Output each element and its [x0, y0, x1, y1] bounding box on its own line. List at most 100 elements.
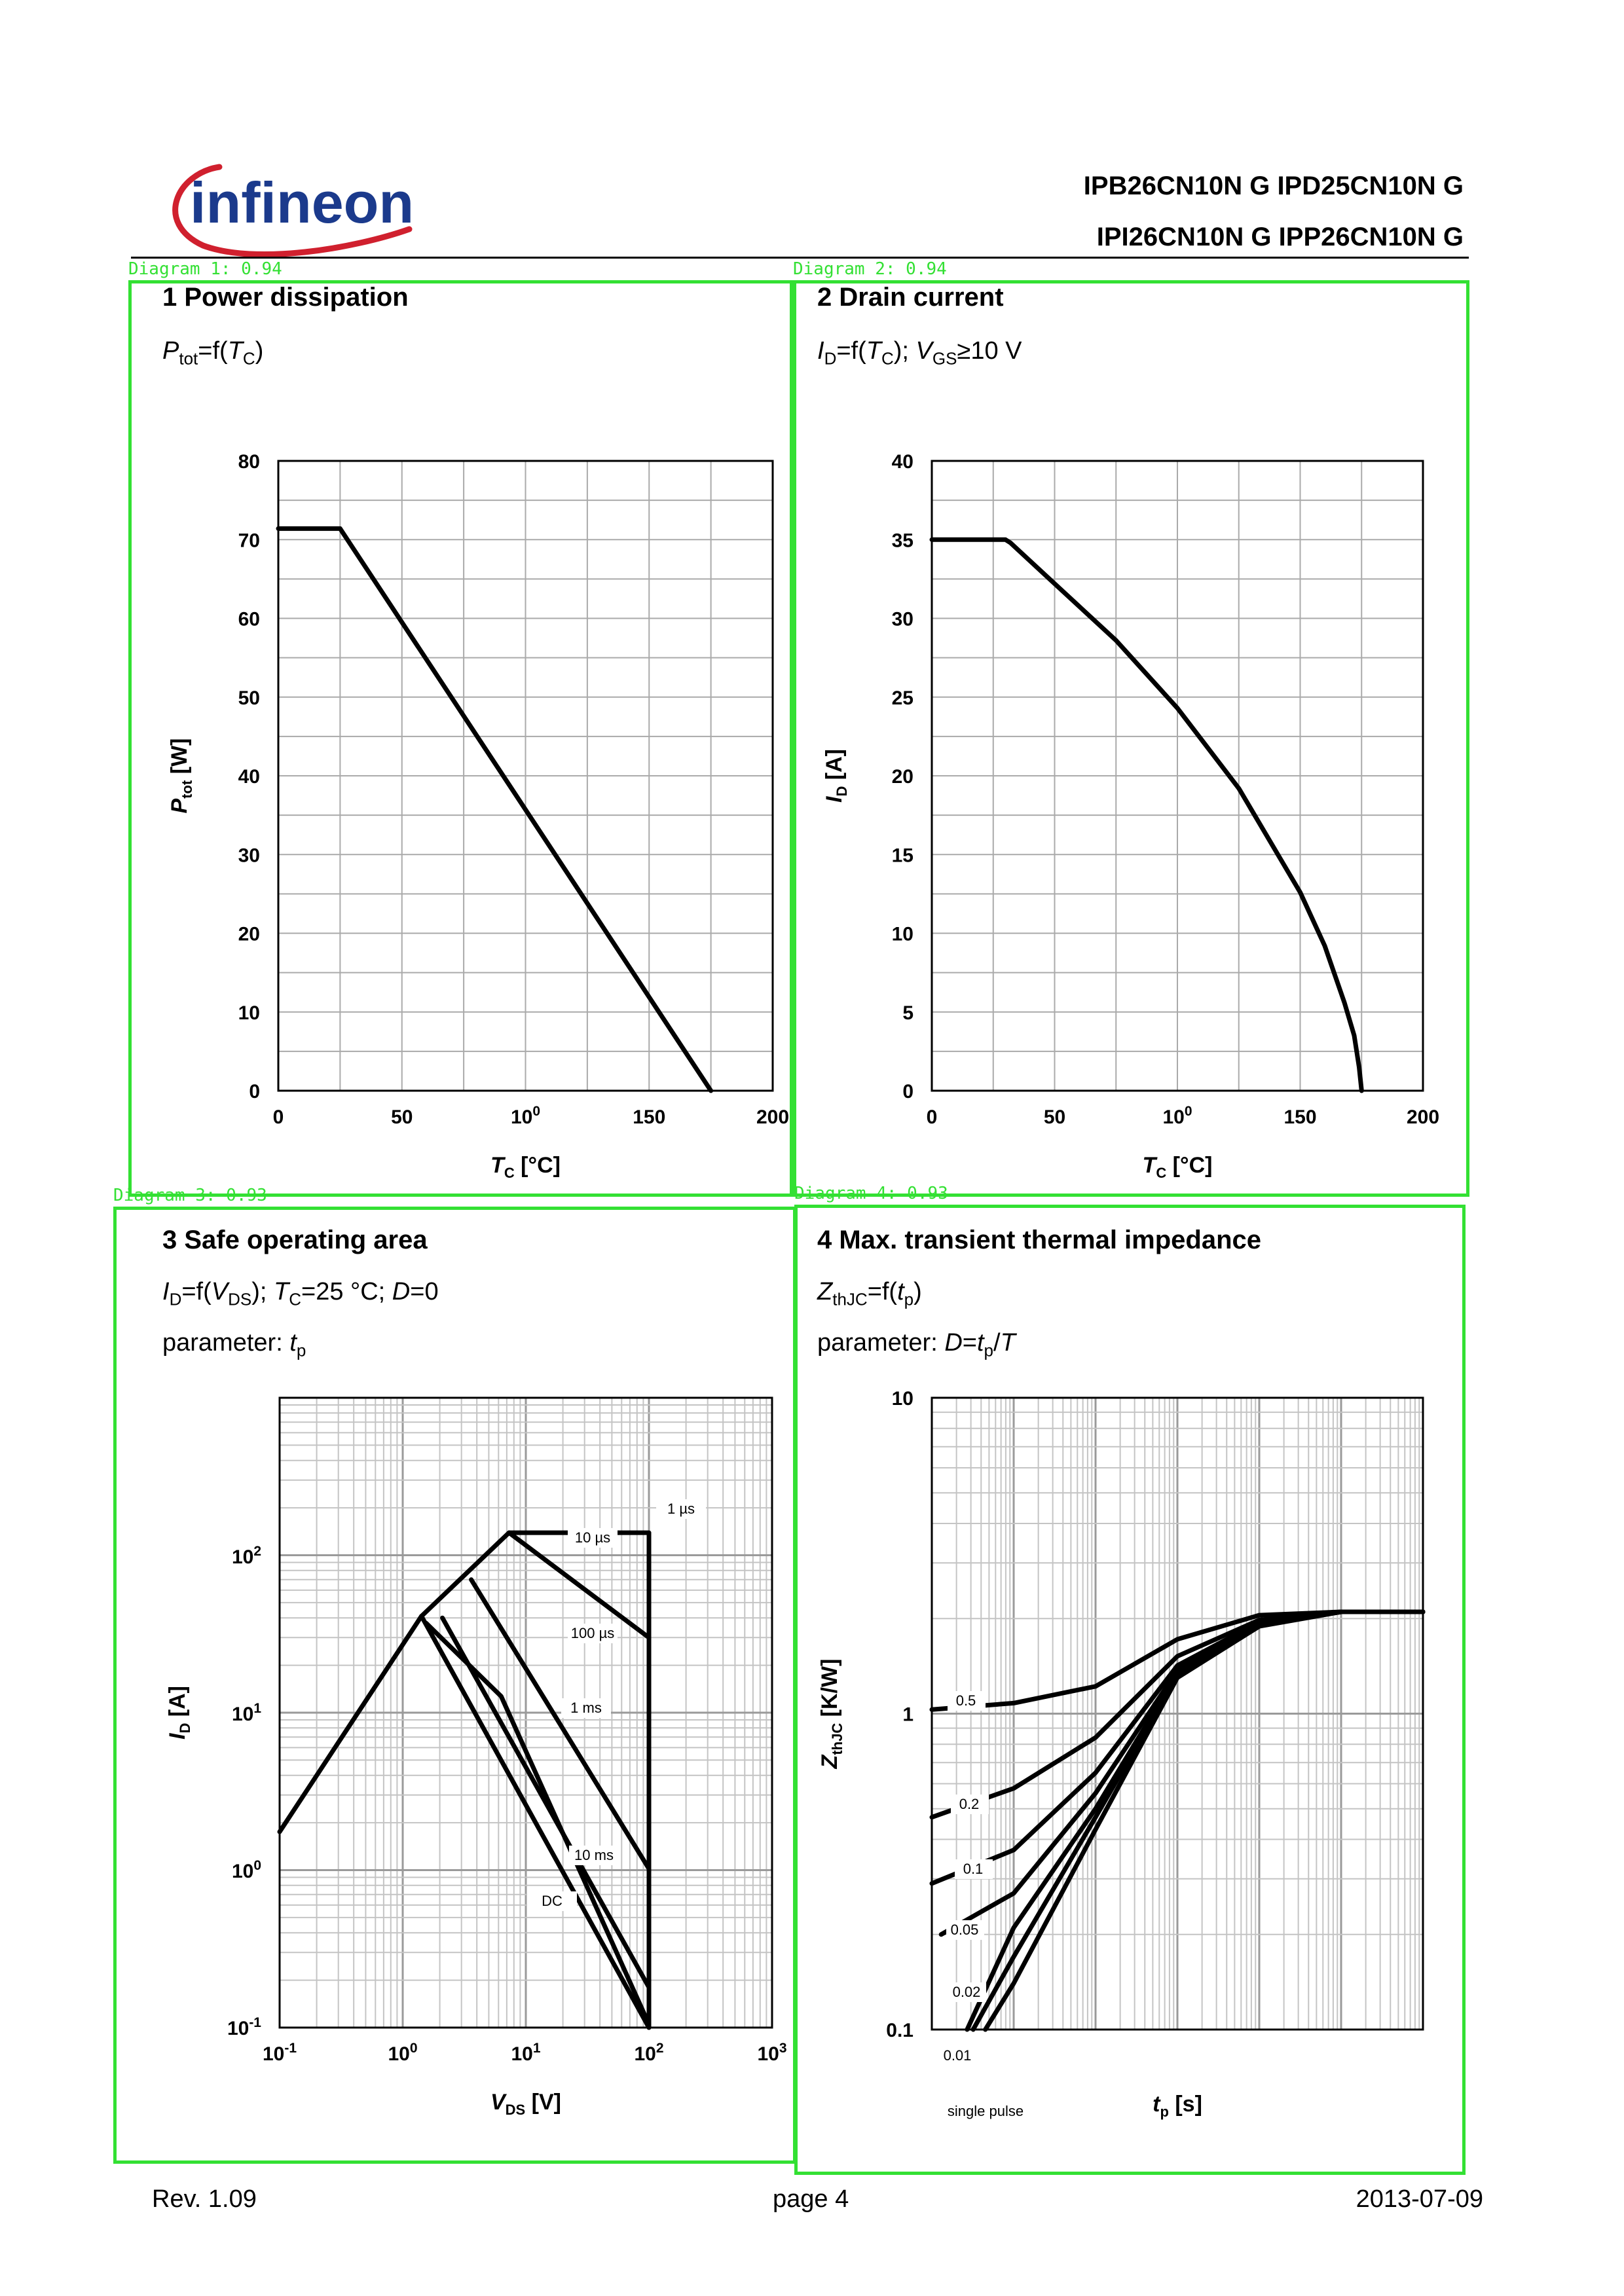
curve-label-2: 0.2	[959, 1796, 980, 1812]
y-tick-label: 0	[249, 1081, 260, 1102]
diagram-box-1	[128, 280, 793, 1197]
series-line-5	[965, 1609, 1426, 2032]
y-tick-label: 101	[232, 1701, 261, 1725]
panel-3-subtitle: ID=f(VDS); TC=25 °C; D=0	[162, 1278, 439, 1309]
panel-1-title: 1 Power dissipation	[162, 283, 409, 312]
y-tick-label: 5	[902, 1002, 913, 1024]
series-line-6	[419, 1614, 652, 2030]
y-tick-label: 10-1	[227, 2015, 261, 2039]
diagram-box-2	[793, 280, 1469, 1197]
y-tick-label: 10	[892, 1388, 913, 1410]
panel-3-title: 3 Safe operating area	[162, 1226, 428, 1254]
y-tick-label: 10	[892, 924, 913, 945]
x-tick-label: 100	[1162, 1104, 1192, 1128]
diagram-tag-3: Diagram 3: 0.93	[113, 1186, 267, 1205]
diagram-tag-1: Diagram 1: 0.94	[128, 259, 282, 279]
x-tick-label: 10-1	[263, 2041, 297, 2065]
x-tick-label: 50	[1044, 1106, 1065, 1128]
y-tick-label: 30	[892, 609, 913, 630]
panel-4-subtitle: ZthJC=f(tp)	[817, 1278, 922, 1309]
x-tick-label: 200	[1407, 1106, 1439, 1128]
logo-wordmark: infineon	[190, 170, 414, 235]
panel-2-subtitle: ID=f(TC); VGS≥10 V	[817, 337, 1022, 369]
panel-3-parameter: parameter: tp	[162, 1329, 306, 1360]
series-line-7	[983, 1609, 1426, 2032]
y-tick-label: 30	[238, 845, 260, 866]
curve-label-2: 10 µs	[575, 1529, 610, 1546]
series-line-5	[424, 1620, 652, 2027]
curve-label-bg	[656, 1499, 706, 1519]
x-axis-label: TC [°C]	[1143, 1153, 1213, 1181]
diagram-tag-2: Diagram 2: 0.94	[793, 259, 947, 279]
logo-swoosh	[172, 164, 413, 258]
y-tick-label: 0.1	[886, 2020, 913, 2041]
diagram-tag-4: Diagram 4: 0.93	[794, 1184, 948, 1203]
curve-label-1: 0.5	[956, 1692, 976, 1709]
curve-label-5: 0.02	[953, 1984, 981, 2000]
panel-1-subtitle: Ptot=f(TC)	[162, 337, 264, 369]
plot-frame	[277, 460, 774, 1092]
y-tick-label: 1	[902, 1704, 913, 1726]
header-divider	[131, 257, 1469, 259]
y-tick-label: 40	[892, 451, 913, 473]
series-line-1	[929, 537, 1364, 1093]
y-tick-label: 70	[238, 530, 260, 551]
x-tick-label: 150	[1283, 1106, 1316, 1128]
y-tick-label: 0	[902, 1081, 913, 1102]
series-line-4	[440, 1615, 652, 1990]
y-tick-label: 80	[238, 451, 260, 473]
curve-label-6: 0.01	[944, 2047, 972, 2064]
curve-label-bg	[948, 1982, 986, 2002]
curve-label-bg	[527, 1891, 577, 1911]
curve-label-bg	[568, 1528, 618, 1548]
diagram-box-4	[794, 1205, 1466, 2175]
curve-label-6: DC	[542, 1893, 563, 1909]
x-tick-label: 50	[391, 1106, 413, 1128]
x-tick-label: 200	[756, 1106, 789, 1128]
footer-date: 2013-07-09	[1356, 2185, 1483, 2213]
series-line-2	[506, 1530, 652, 1640]
footer-page-number: page 4	[773, 2185, 849, 2213]
x-tick-label: 0	[927, 1106, 938, 1128]
part-numbers-line1: IPB26CN10N G IPD25CN10N G	[1083, 172, 1464, 200]
curve-label-5: 10 ms	[574, 1847, 614, 1863]
infineon-logo: infineon	[172, 164, 414, 258]
curve-label-1: 1 µs	[667, 1501, 695, 1517]
part-numbers-line2: IPI26CN10N G IPP26CN10N G	[1096, 223, 1464, 251]
series-line-1	[276, 526, 714, 1093]
curve-label-4: 0.05	[951, 1922, 979, 1938]
y-axis-label: ZthJC [K/W]	[817, 1659, 845, 1770]
curve-label-bg	[568, 1624, 618, 1643]
plot-frame	[278, 1396, 773, 2029]
curve-label-bg	[951, 1795, 989, 1814]
y-tick-label: 102	[232, 1544, 261, 1568]
x-axis-label: tp [s]	[1153, 2092, 1202, 2120]
y-tick-label: 50	[238, 687, 260, 709]
y-tick-label: 20	[892, 766, 913, 788]
series-line-6	[970, 1609, 1426, 2032]
y-tick-label: 10	[238, 1002, 260, 1024]
curve-label-4: 1 ms	[570, 1700, 602, 1716]
curve-label-bg	[948, 1691, 986, 1711]
y-tick-label: 60	[238, 609, 260, 630]
panel-4-title: 4 Max. transient thermal impedance	[817, 1226, 1262, 1254]
x-tick-label: 100	[511, 1104, 540, 1128]
x-tick-label: 100	[388, 2041, 417, 2065]
curve-label-bg	[955, 1859, 993, 1879]
y-tick-label: 25	[892, 687, 913, 709]
x-tick-label: 102	[634, 2041, 663, 2065]
panel-4-parameter: parameter: D=tp/T	[817, 1329, 1016, 1360]
y-axis-label: ID [A]	[165, 1686, 193, 1740]
x-axis-label: TC [°C]	[490, 1153, 561, 1181]
x-axis-label: VDS [V]	[490, 2090, 561, 2118]
curve-label-bg	[569, 1846, 619, 1865]
x-tick-label: 150	[633, 1106, 665, 1128]
series-line-3	[469, 1577, 652, 1871]
x-tick-label: 103	[757, 2041, 786, 2065]
curve-label-3: 100 µs	[571, 1625, 615, 1641]
curve-label-3: 0.1	[963, 1861, 984, 1877]
y-axis-label: ID [A]	[822, 749, 850, 803]
